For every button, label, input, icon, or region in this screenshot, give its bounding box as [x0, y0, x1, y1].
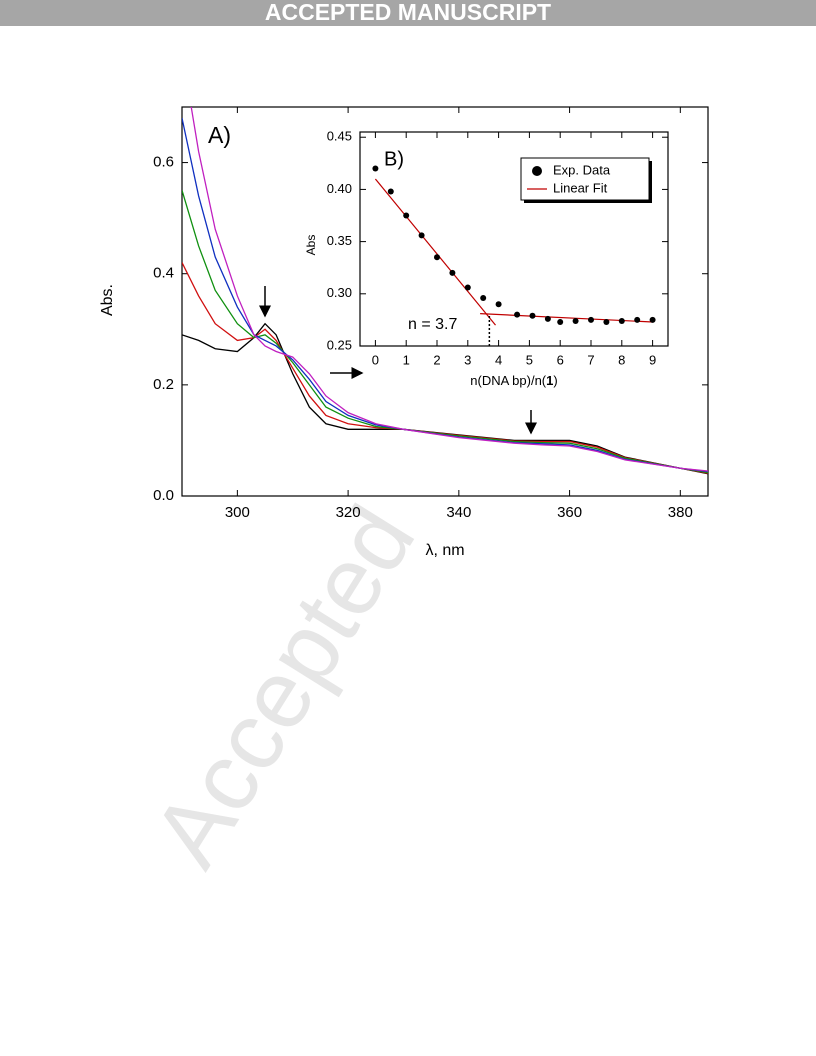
panel-label: A) [208, 122, 231, 148]
x-tick-label: 1 [403, 352, 410, 367]
spectrum-line [190, 107, 708, 472]
data-point [387, 188, 394, 195]
data-point [634, 316, 641, 323]
data-point [480, 294, 487, 301]
data-point [649, 316, 656, 323]
data-point [495, 301, 502, 308]
y-tick-label: 0.0 [153, 487, 174, 504]
panel-label: B) [384, 148, 404, 170]
data-point [449, 269, 456, 276]
legend-label: Exp. Data [553, 162, 611, 177]
x-tick-label: 9 [649, 352, 656, 367]
x-tick-label: 320 [336, 504, 361, 521]
x-tick-label: 8 [618, 352, 625, 367]
data-point [514, 311, 521, 318]
data-point [557, 318, 564, 325]
data-point [372, 165, 379, 172]
legend-marker [532, 166, 542, 176]
y-tick-label: 0.45 [327, 129, 352, 144]
data-point [544, 315, 551, 322]
x-tick-label: 360 [557, 504, 582, 521]
y-tick-label: 0.25 [327, 337, 352, 352]
spectrum-line [182, 190, 708, 474]
data-point [588, 316, 594, 323]
spectrum-line [182, 262, 708, 474]
y-axis-label: Abs [304, 235, 318, 256]
header-title: ACCEPTED MANUSCRIPT [265, 0, 551, 25]
x-tick-label: 3 [464, 352, 471, 367]
x-axis-label-part: ) [553, 373, 557, 388]
data-point [529, 312, 536, 319]
x-tick-label: 5 [526, 352, 533, 367]
fit-line [374, 178, 496, 326]
x-tick-label: 380 [668, 504, 693, 521]
data-point [603, 318, 610, 325]
x-tick-label: 2 [433, 352, 440, 367]
y-tick-label: 0.30 [327, 285, 352, 300]
y-tick-label: 0.40 [327, 181, 352, 196]
data-point [403, 212, 410, 219]
data-point [464, 284, 471, 291]
x-tick-label: 0 [372, 352, 379, 367]
spectrum-line [182, 322, 708, 475]
x-axis-label: n(DNA bp)/n(1) [470, 373, 557, 388]
data-point [572, 317, 579, 324]
x-axis-label: λ, nm [425, 542, 464, 559]
header-bar [0, 0, 816, 26]
y-tick-label: 0.6 [153, 154, 174, 171]
note: n = 3.7 [408, 316, 457, 333]
y-tick-label: 0.2 [153, 376, 174, 393]
legend-label: Linear Fit [553, 180, 608, 195]
x-tick-label: 4 [495, 352, 502, 367]
data-point [418, 232, 425, 239]
y-tick-label: 0.35 [327, 233, 352, 248]
curves [182, 107, 708, 475]
x-tick-label: 7 [587, 352, 594, 367]
data-point [434, 254, 440, 261]
y-tick-label: 0.4 [153, 265, 174, 282]
x-axis-label-part: 1 [546, 373, 553, 388]
inset-chart: 0 1 2 3 4 5 6 7 8 9 0.25 0.30 0.35 0.40 0.45 n = 3.7 B) A… [304, 129, 669, 388]
watermark: Accepted [133, 488, 436, 884]
spectrum-line [182, 117, 708, 473]
y-axis-label: Abs. [99, 284, 116, 316]
x-axis-label-part: n(DNA bp)/n( [470, 373, 547, 388]
legend-box [520, 157, 650, 201]
x-tick-label: 6 [557, 352, 564, 367]
data-point [618, 317, 625, 324]
x-tick-label: 340 [446, 504, 471, 521]
x-tick-label: 300 [225, 504, 250, 521]
